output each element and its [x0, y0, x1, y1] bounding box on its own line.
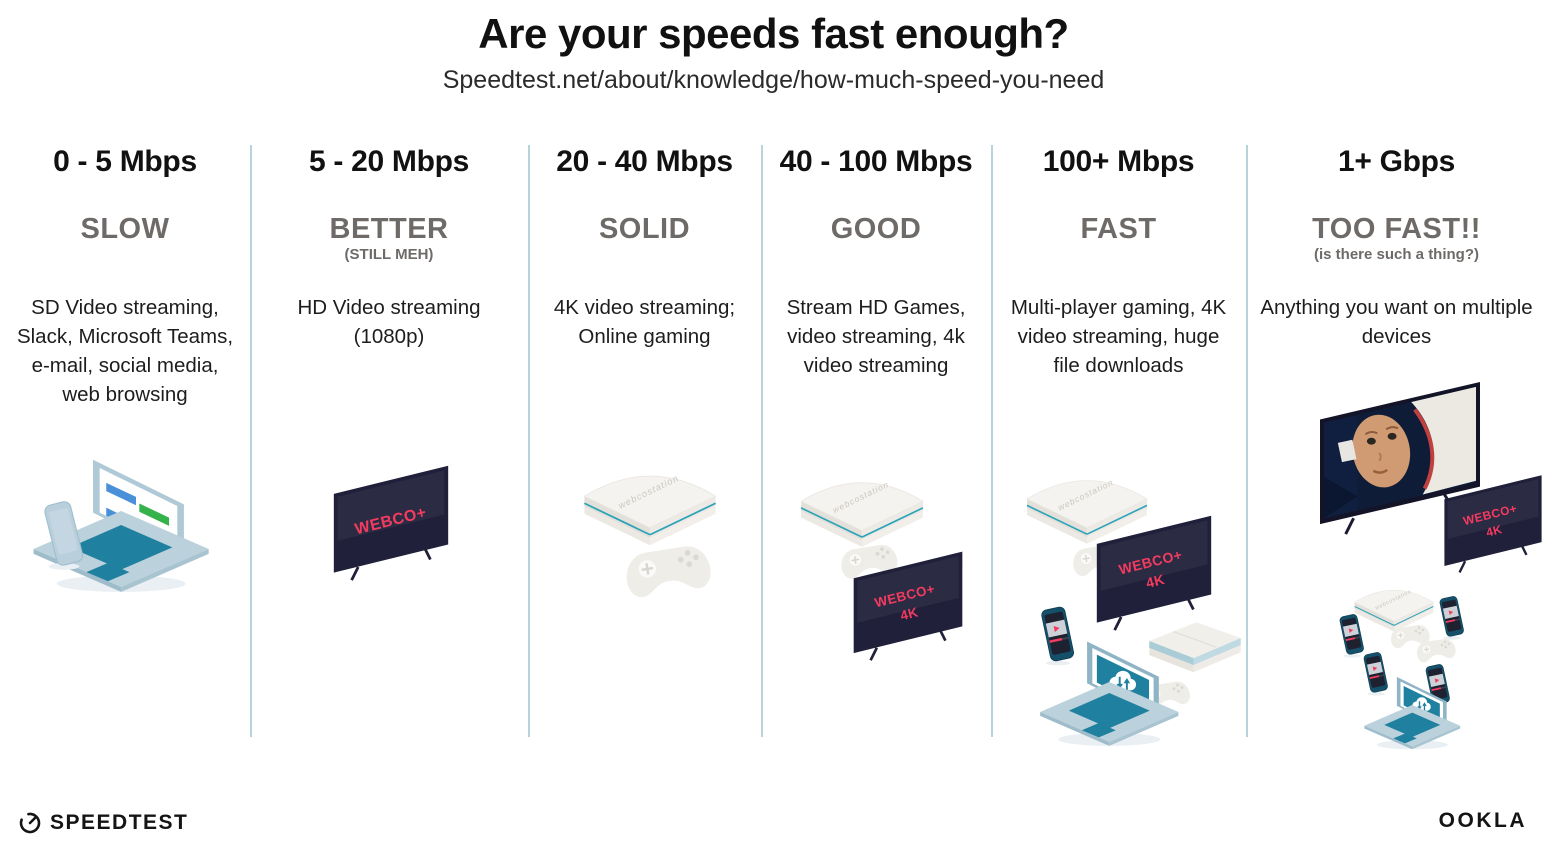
rating-label: SOLID [598, 213, 691, 245]
speedtest-wordmark: SPEEDTEST [50, 811, 189, 834]
tier-column-40-100-mbps: 40 - 100 Mbps GOOD Stream HD Games, vide… [761, 145, 991, 785]
rating-label: FAST [1080, 213, 1157, 245]
header: Are your speeds fast enough? Speedtest.n… [0, 0, 1547, 95]
page-title: Are your speeds fast enough? [478, 10, 1069, 57]
speedtest-logo: SPEEDTEST [18, 811, 188, 835]
column-divider [761, 145, 763, 737]
rating-label: TOO FAST!! [1312, 213, 1481, 245]
column-divider [528, 145, 530, 737]
tier-illustration [528, 440, 761, 785]
speed-range: 1+ Gbps [1337, 145, 1456, 178]
tier-column-100-plus-mbps: 100+ Mbps FAST Multi-player gaming, 4K v… [991, 145, 1246, 785]
laptop-cloud-icon [1039, 640, 1180, 747]
tv-4k-icon [1443, 473, 1543, 574]
speed-range: 5 - 20 Mbps [308, 145, 470, 178]
tier-column-5-20-mbps: 5 - 20 Mbps BETTER (STILL MEH) HD Video … [250, 145, 528, 785]
tier-description: HD Video streaming (1080p) [297, 296, 481, 348]
tier-description: Anything you want on multiple devices [1260, 296, 1533, 348]
column-divider [991, 145, 993, 737]
tier-column-0-5-mbps: 0 - 5 Mbps SLOW SD Video streaming, Slac… [0, 145, 250, 785]
column-divider [250, 145, 252, 737]
rating-note: (is there such a thing?) [1313, 246, 1479, 263]
phone-video-icon [1438, 595, 1465, 640]
tier-illustration [250, 440, 528, 785]
tier-column-20-40-mbps: 20 - 40 Mbps SOLID 4K video streaming; O… [528, 145, 761, 785]
tier-illustration [1246, 378, 1547, 778]
tier-illustration [761, 440, 991, 785]
tv-icon [332, 464, 450, 582]
rating-label: SLOW [80, 213, 170, 245]
tier-description: Multi-player gaming, 4K video streaming,… [1010, 296, 1227, 377]
laptop-cloud-icon [1363, 676, 1461, 750]
page-subtitle: Speedtest.net/about/knowledge/how-much-s… [442, 66, 1105, 94]
rating-label: BETTER [329, 213, 449, 245]
speed-range: 20 - 40 Mbps [556, 145, 733, 178]
tier-column-1-plus-gbps: 1+ Gbps TOO FAST!! (is there such a thin… [1246, 145, 1547, 785]
ookla-logo: OOKLA [1438, 809, 1527, 832]
tv-4k-icon [852, 550, 964, 662]
rating-label: GOOD [830, 213, 922, 245]
speed-range: 40 - 100 Mbps [779, 145, 973, 178]
gauge-icon [19, 812, 41, 834]
tier-illustration [0, 440, 250, 785]
phone-icon [42, 499, 85, 571]
tier-description: SD Video streaming, Slack, Microsoft Tea… [16, 296, 234, 406]
speed-range: 0 - 5 Mbps [53, 145, 197, 178]
column-divider [1246, 145, 1248, 737]
rating-note: (STILL MEH) [344, 246, 434, 263]
tier-description: 4K video streaming; Online gaming [553, 296, 736, 348]
speed-tier-columns: 0 - 5 Mbps SLOW SD Video streaming, Slac… [0, 145, 1547, 785]
tv-4k-icon [1095, 514, 1213, 632]
tier-illustration [991, 440, 1246, 785]
game-controller-icon [621, 541, 715, 601]
tier-description: Stream HD Games, video streaming, 4k vid… [786, 296, 966, 377]
speed-range: 100+ Mbps [1042, 145, 1195, 178]
